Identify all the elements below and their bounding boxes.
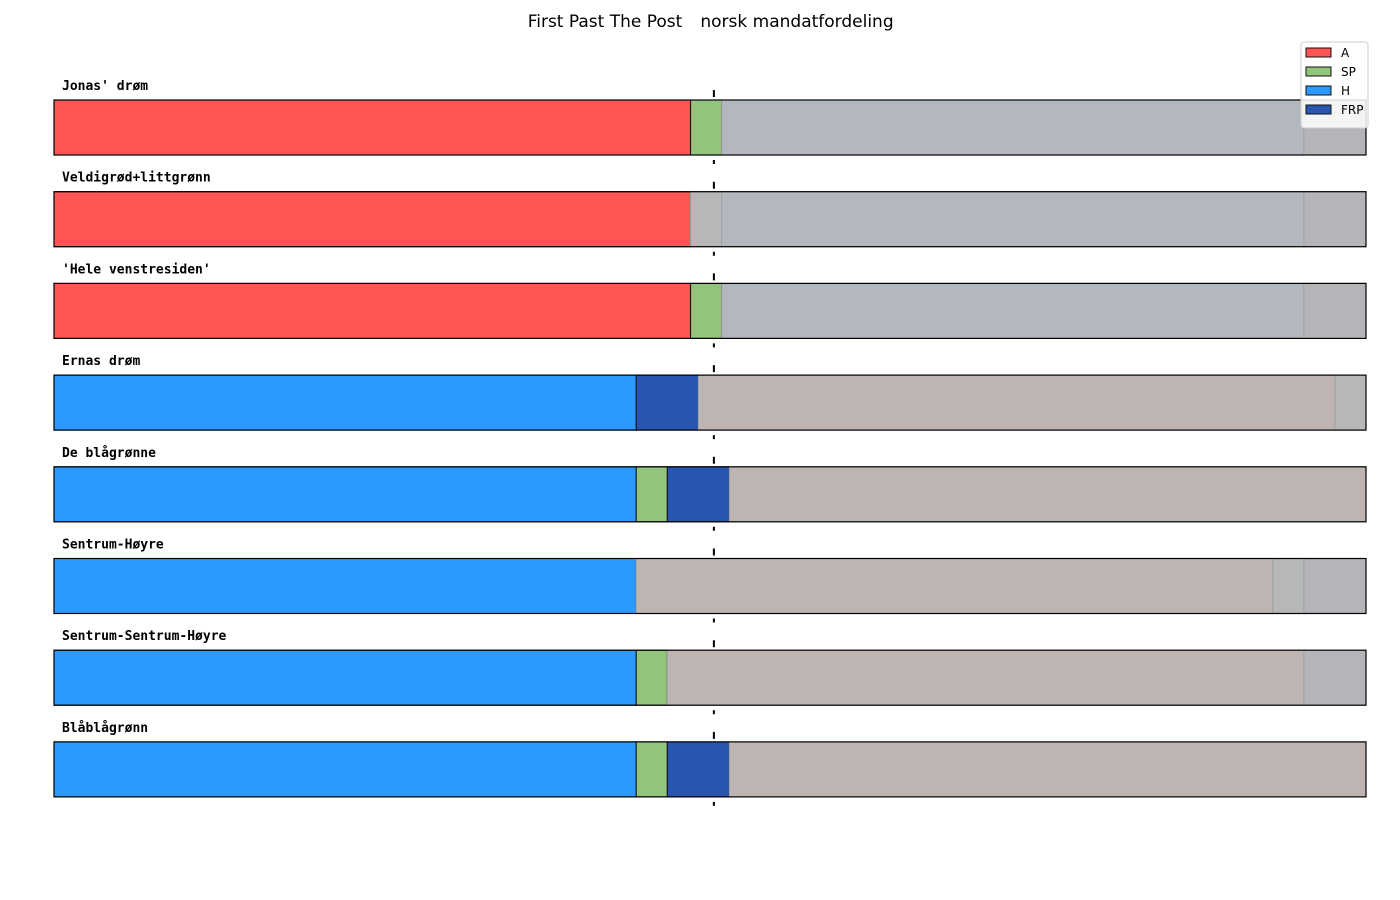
row-label: Ernas drøm — [62, 354, 140, 369]
bar-segment-sp — [690, 282, 723, 339]
bar-outline — [53, 649, 1367, 706]
bar-segment-sp — [635, 741, 668, 798]
bar-segment-h — [53, 649, 637, 706]
row-label: Sentrum-Sentrum-Høyre — [62, 629, 227, 644]
bar-segment-rest — [635, 558, 1274, 614]
bar-segment-rest — [697, 374, 1336, 431]
legend-swatch — [1305, 85, 1332, 96]
bar-segment-rest — [1303, 558, 1367, 614]
bar-outline — [53, 466, 1367, 523]
bar-row: 'Hele venstresiden' — [53, 262, 1367, 348]
legend-swatch — [1305, 66, 1332, 77]
legend-label: A — [1341, 46, 1350, 60]
bar-outline — [53, 374, 1367, 431]
legend-label: H — [1341, 84, 1350, 98]
legend-swatch — [1305, 47, 1332, 58]
legend-swatch — [1305, 104, 1332, 115]
bar-segment-rest — [728, 466, 1367, 523]
chart-title-left: First Past The Post — [528, 12, 683, 32]
bar-segment-sp — [690, 99, 723, 156]
bar-segment-rest — [690, 191, 723, 248]
bar-row: Veldigrød+littgrønn — [53, 171, 1367, 256]
bar-segment-h — [53, 558, 637, 614]
bar-segment-frp — [666, 741, 730, 798]
bar-outline — [53, 741, 1367, 798]
bar-segment-h — [53, 741, 637, 798]
bar-segment-rest — [666, 649, 1305, 706]
row-label: De blågrønne — [62, 446, 156, 461]
bar-row: Sentrum-Høyre — [53, 538, 1367, 623]
bar-segment-a — [53, 282, 692, 339]
row-label: Blåblågrønn — [62, 721, 148, 736]
bar-segment-rest — [1303, 282, 1367, 339]
bar-outline — [53, 557, 1367, 615]
bar-segment-rest — [1303, 191, 1367, 248]
bar-row: Blåblågrønn — [53, 721, 1367, 806]
legend-label: SP — [1341, 65, 1356, 79]
row-label: Jonas' drøm — [62, 79, 148, 94]
bar-segment-a — [53, 99, 692, 156]
bar-row: De blågrønne — [53, 446, 1367, 531]
bar-segment-rest — [1334, 374, 1367, 431]
bar-segment-h — [53, 374, 637, 431]
row-label: Veldigrød+littgrønn — [62, 171, 211, 186]
bar-outline — [53, 282, 1367, 339]
bar-segment-sp — [635, 466, 668, 523]
bar-segment-rest — [1303, 649, 1367, 706]
bar-rows: Jonas' drøm Veldigrød+littgrønn 'Hele vens… — [53, 79, 1367, 806]
bar-segment-rest — [728, 741, 1367, 798]
bar-segment-frp — [635, 374, 699, 431]
bar-row: Jonas' drøm — [53, 79, 1367, 164]
bar-segment-rest — [1272, 558, 1305, 614]
chart-title-right: norsk mandatfordeling — [700, 12, 893, 32]
row-label: 'Hele venstresiden' — [62, 262, 211, 277]
bar-outline — [53, 191, 1367, 248]
bar-segment-h — [53, 466, 637, 523]
row-label: Sentrum-Høyre — [62, 538, 164, 553]
legend: A SP H FRP — [1300, 41, 1369, 129]
bar-segment-a — [53, 191, 692, 248]
bar-row: Ernas drøm — [53, 354, 1367, 440]
bar-segment-frp — [666, 466, 730, 523]
bar-segment-rest — [721, 282, 1305, 339]
bar-segment-rest — [721, 191, 1305, 248]
bar-row: Sentrum-Sentrum-Høyre — [53, 629, 1367, 715]
legend-label: FRP — [1341, 103, 1363, 117]
bar-segment-rest — [721, 99, 1305, 156]
bar-segment-sp — [635, 649, 668, 706]
